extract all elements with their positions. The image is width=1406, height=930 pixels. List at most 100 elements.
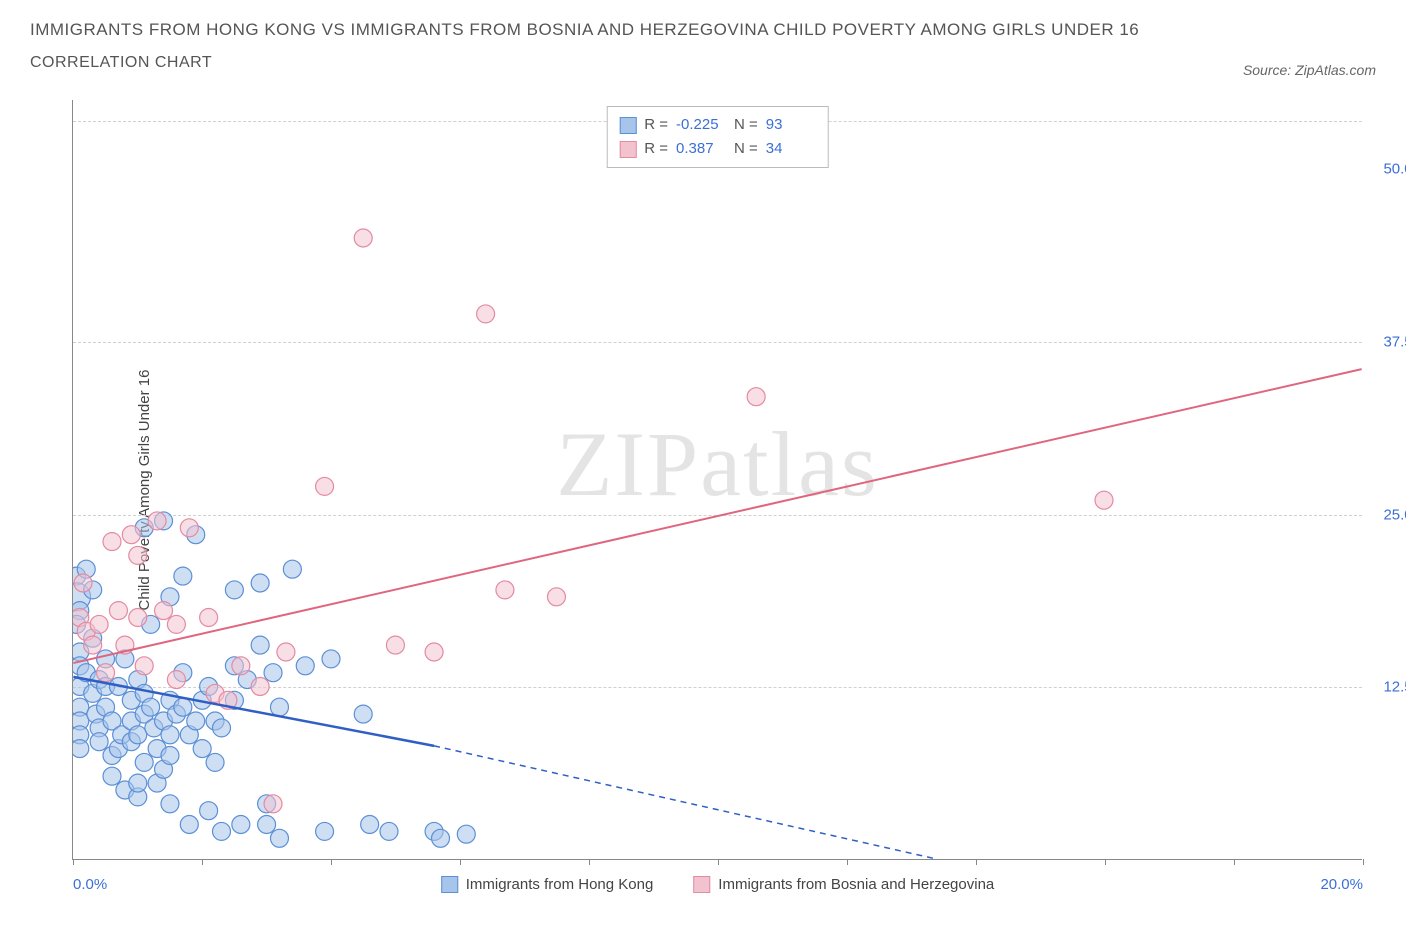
legend-label: Immigrants from Bosnia and Herzegovina	[718, 876, 994, 893]
r-label: R =	[644, 137, 668, 161]
data-point-hk	[90, 733, 108, 751]
legend-swatch	[619, 141, 636, 158]
data-point-bh	[316, 477, 334, 495]
x-tick	[1234, 859, 1235, 865]
x-tick	[460, 859, 461, 865]
data-point-bh	[97, 664, 115, 682]
data-point-hk	[283, 560, 301, 578]
data-point-hk	[361, 816, 379, 834]
data-point-hk	[354, 705, 372, 723]
x-tick	[73, 859, 74, 865]
data-point-bh	[496, 581, 514, 599]
data-point-hk	[103, 767, 121, 785]
data-point-hk	[457, 825, 475, 843]
x-tick	[976, 859, 977, 865]
x-tick	[331, 859, 332, 865]
data-point-hk	[213, 822, 231, 840]
data-point-bh	[425, 643, 443, 661]
chart-title: IMMIGRANTS FROM HONG KONG VS IMMIGRANTS …	[30, 20, 1376, 40]
data-point-hk	[232, 816, 250, 834]
data-point-hk	[73, 740, 89, 758]
trend-line-dash-hk	[434, 746, 936, 859]
data-point-bh	[135, 657, 153, 675]
legend-item-bh: Immigrants from Bosnia and Herzegovina	[693, 876, 994, 893]
legend-correlation-box: R =-0.225N =93R = 0.387N =34	[606, 106, 829, 168]
data-point-bh	[122, 526, 140, 544]
data-point-bh	[200, 609, 218, 627]
data-point-hk	[180, 816, 198, 834]
data-point-hk	[251, 574, 269, 592]
x-tick	[1363, 859, 1364, 865]
y-tick-label: 25.0%	[1383, 506, 1406, 523]
data-point-bh	[155, 602, 173, 620]
x-tick	[847, 859, 848, 865]
data-point-hk	[270, 829, 288, 847]
legend-series: Immigrants from Hong Kong Immigrants from…	[441, 876, 995, 893]
x-tick	[1105, 859, 1106, 865]
data-point-bh	[84, 636, 102, 654]
data-point-bh	[148, 512, 166, 530]
x-tick-label: 0.0%	[73, 876, 107, 893]
n-value: 34	[766, 137, 816, 161]
data-point-hk	[187, 712, 205, 730]
data-point-hk	[380, 822, 398, 840]
data-point-hk	[135, 753, 153, 771]
r-value: -0.225	[676, 113, 726, 137]
data-point-hk	[225, 581, 243, 599]
x-tick	[589, 859, 590, 865]
data-point-hk	[161, 795, 179, 813]
data-point-bh	[109, 602, 127, 620]
data-point-hk	[258, 816, 276, 834]
data-point-bh	[547, 588, 565, 606]
data-point-hk	[213, 719, 231, 737]
data-point-hk	[200, 802, 218, 820]
data-point-hk	[264, 664, 282, 682]
data-point-bh	[167, 615, 185, 633]
data-point-hk	[129, 726, 147, 744]
r-value: 0.387	[676, 137, 726, 161]
data-point-hk	[432, 829, 450, 847]
legend-correlation-row: R =-0.225N =93	[619, 113, 816, 137]
data-point-bh	[251, 678, 269, 696]
data-point-bh	[103, 533, 121, 551]
data-point-hk	[161, 726, 179, 744]
x-tick	[718, 859, 719, 865]
data-point-bh	[1095, 491, 1113, 509]
chart-subtitle: CORRELATION CHART	[30, 54, 1376, 72]
data-point-bh	[232, 657, 250, 675]
x-tick	[202, 859, 203, 865]
data-point-bh	[264, 795, 282, 813]
data-point-hk	[161, 747, 179, 765]
legend-swatch	[619, 117, 636, 134]
n-label: N =	[734, 137, 758, 161]
legend-label: Immigrants from Hong Kong	[466, 876, 654, 893]
legend-swatch	[693, 876, 710, 893]
data-point-bh	[747, 388, 765, 406]
data-point-bh	[129, 609, 147, 627]
chart-area: Child Poverty Among Girls Under 16 ZIPat…	[60, 100, 1380, 880]
legend-swatch	[441, 876, 458, 893]
y-tick-label: 12.5%	[1383, 679, 1406, 696]
data-point-bh	[277, 643, 295, 661]
data-point-hk	[251, 636, 269, 654]
data-point-bh	[180, 519, 198, 537]
data-point-hk	[206, 753, 224, 771]
data-point-bh	[477, 305, 495, 323]
x-tick-label: 20.0%	[1320, 876, 1363, 893]
trend-line-bh	[73, 369, 1361, 663]
scatter-svg	[73, 100, 1362, 859]
data-point-bh	[386, 636, 404, 654]
data-point-bh	[74, 574, 92, 592]
data-point-hk	[270, 698, 288, 716]
r-label: R =	[644, 113, 668, 137]
data-point-hk	[142, 698, 160, 716]
data-point-hk	[129, 774, 147, 792]
data-point-hk	[316, 822, 334, 840]
y-tick-label: 50.0%	[1383, 161, 1406, 178]
data-point-hk	[322, 650, 340, 668]
data-point-hk	[174, 698, 192, 716]
data-point-bh	[90, 615, 108, 633]
data-point-bh	[354, 229, 372, 247]
plot-region: ZIPatlas 12.5%25.0%37.5%50.0% 0.0%20.0% …	[72, 100, 1362, 860]
data-point-bh	[167, 671, 185, 689]
